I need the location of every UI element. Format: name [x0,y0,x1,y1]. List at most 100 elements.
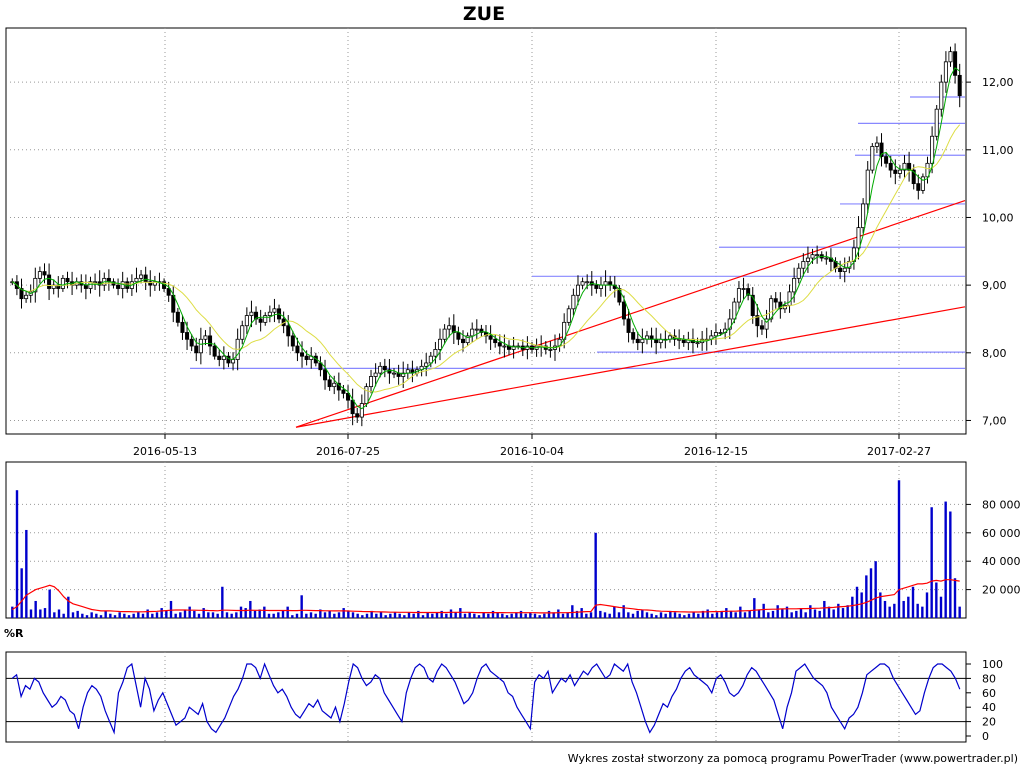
indicator-grid [164,652,900,742]
volume-bar [272,613,275,618]
volume-bar [328,610,331,618]
volume-bar [417,610,420,618]
volume-bar [827,606,831,618]
volume-bar [496,612,499,618]
volume-bar [851,596,854,618]
volume-bar [375,613,378,618]
volume-bar [599,610,602,618]
volume-bar [641,609,644,618]
indicator-label: %R [4,627,24,640]
volume-bar [608,613,611,618]
volume-bar [594,532,597,618]
volume-bar [347,610,350,618]
volume-bar [510,613,513,618]
volume-bar [701,610,705,618]
volume-bar [767,612,770,618]
candle-body [350,399,355,415]
candle-body [580,281,585,286]
volume-bar [132,613,135,618]
candle-body [318,362,323,371]
candle-body [764,318,769,330]
volume-bar [515,612,518,618]
candle-body [874,142,879,147]
volume-bar [944,501,947,618]
williams-r-line [11,662,961,735]
volume-bar [263,606,266,618]
volume-bar [953,578,957,618]
volume-bar [547,610,551,618]
candle-body [548,349,553,351]
volume-bar [57,609,61,618]
volume-bar [468,612,471,618]
volume-bar [673,612,677,618]
volume-bar [258,609,261,618]
volume-bar [883,600,887,618]
candle-body [369,376,374,388]
candle-body [442,328,447,340]
volume-bar [11,606,14,618]
candle-body [911,169,916,185]
candle-body [290,335,295,347]
volume-bar [295,613,299,618]
candle-body [916,183,921,191]
volume-bar [197,613,201,618]
volume-bar [580,608,583,618]
volume-bar [865,575,868,618]
volume-panel-frame [5,461,967,619]
volume-bar [799,608,803,618]
volume-ma-line [11,579,960,614]
candle-body [902,162,907,171]
candle-body [847,261,852,269]
candle-body [810,254,815,259]
candle-body [300,352,305,357]
candle-body [649,335,654,340]
volume-bar [645,612,649,618]
price-tick-label: 11,00 [982,144,1014,157]
volume-bar [365,613,369,618]
candle-body [437,338,443,350]
price-tick-label: 7,00 [982,414,1007,427]
candle-body [341,389,346,394]
volume-bar [193,610,196,618]
candle-body [24,294,29,300]
volume-bar [832,609,835,618]
candle-body [19,288,24,300]
volume-bar [725,608,728,618]
volume-bar [874,561,877,618]
candle-body [957,74,962,97]
candle-body [870,146,875,171]
volume-bar [533,613,537,618]
volume-bar [529,612,532,618]
volume-bar [757,609,761,618]
volume-bar [155,612,159,618]
volume-bar [613,606,616,618]
volume-bar [440,610,443,618]
volume-bar [95,613,98,618]
volume-bar [711,613,714,618]
volume-bar [925,592,929,618]
volume-bar [902,600,905,618]
volume-bar [790,612,793,618]
volume-bar [603,612,607,618]
volume-bar [622,605,625,618]
volume-bar [379,612,383,618]
volume-bar [762,603,765,618]
volume-bar [720,610,723,618]
volume-bar [473,613,476,618]
volume-bar [249,600,252,618]
volume-bar [589,612,593,618]
candle-body [824,257,829,260]
date-tick-label: 2016-07-25 [316,445,380,458]
volume-bar [949,511,952,618]
price-tick-label: 8,00 [982,347,1007,360]
indicator-panel-frame [5,651,967,743]
volume-bar [804,612,807,618]
candle-body [897,169,902,174]
candle-body [755,315,760,327]
volume-bar [487,613,490,618]
candle-body [815,254,820,257]
volume-bar [734,612,737,618]
candle-body [805,257,810,262]
volume-bar [146,609,149,618]
